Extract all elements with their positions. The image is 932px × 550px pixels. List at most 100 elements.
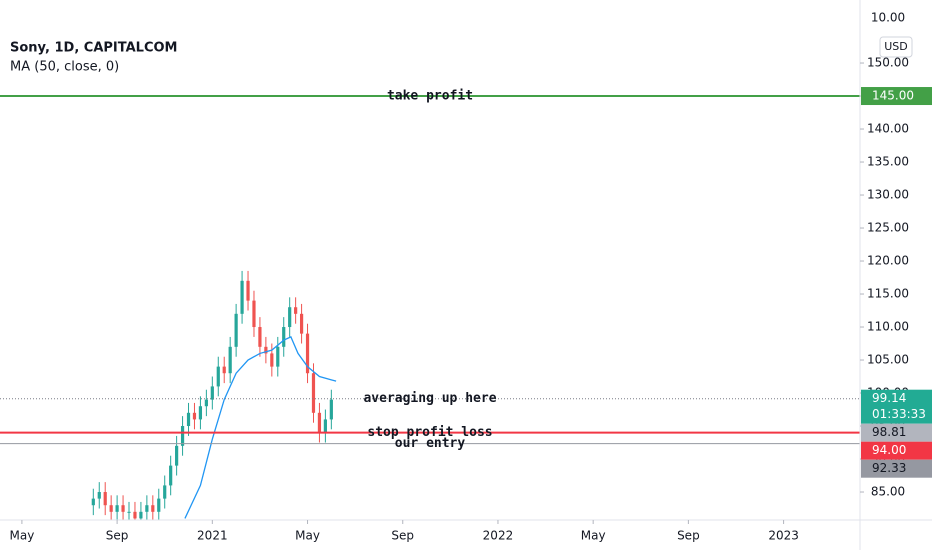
candle (282, 317, 286, 357)
candle (198, 396, 203, 430)
currency-box[interactable] (879, 36, 913, 58)
candle (258, 317, 262, 357)
candle (151, 495, 155, 520)
candle-body (115, 505, 119, 512)
price-label-box (861, 459, 932, 478)
candle (97, 482, 101, 509)
candle (246, 270, 250, 311)
axes: 85.0090.0095.00100.00105.00110.00115.001… (9, 56, 909, 543)
candle (222, 356, 226, 384)
y-tick-label: 150.00 (867, 56, 909, 70)
price-label: 98.81 (872, 425, 906, 439)
candle (234, 303, 238, 357)
y-tick-label: 125.00 (867, 221, 909, 235)
y-tick-label: 135.00 (867, 155, 909, 169)
x-tick-label: 2023 (768, 529, 799, 543)
candle (127, 501, 131, 520)
candle (115, 495, 119, 520)
candle-body (317, 412, 322, 433)
price-label-box (861, 441, 932, 460)
price-label-box (861, 389, 932, 424)
candle-body (139, 511, 143, 519)
currency[interactable]: USD (884, 40, 908, 53)
candle-body (192, 412, 197, 420)
candle-body (169, 465, 173, 486)
candle (139, 501, 143, 520)
x-tick-label: 2022 (483, 529, 514, 543)
price-label-box (861, 87, 932, 106)
candle (311, 363, 316, 423)
line-label: take profit (387, 89, 473, 104)
y-tick-label: 115.00 (867, 287, 909, 301)
candle-body (127, 511, 131, 513)
candle-body (246, 280, 250, 301)
candle (175, 435, 179, 476)
candle (252, 290, 256, 337)
x-tick-label: 2021 (197, 529, 228, 543)
line-label: our entry (395, 436, 466, 451)
ma-line (184, 336, 337, 519)
candle-body (175, 445, 179, 466)
candle (276, 336, 280, 377)
candle (294, 297, 298, 324)
candle (264, 336, 268, 364)
candle-body (186, 412, 191, 427)
candle-body (228, 346, 232, 374)
x-tick-label: May (9, 529, 34, 543)
candle-body (216, 366, 220, 387)
x-tick-label: May (581, 529, 606, 543)
candle (192, 402, 197, 430)
candle (186, 402, 191, 436)
candle-body (270, 353, 274, 367)
y-tick-label: 10.00 (871, 11, 905, 25)
candle-body (252, 300, 256, 328)
candle (299, 303, 304, 344)
candle-body (163, 485, 167, 499)
candle-body (198, 406, 203, 420)
x-tick-label: May (295, 529, 320, 543)
candle (145, 495, 149, 520)
candle (121, 495, 125, 520)
candle-body (103, 492, 107, 506)
countdown: 01:33:33 (872, 407, 926, 421)
candle-body (210, 386, 214, 400)
candle-body (222, 366, 226, 374)
price-label: 99.14 (872, 391, 906, 405)
y-tick-label: 130.00 (867, 188, 909, 202)
candle-body (276, 346, 280, 367)
chart-title: Sony, 1D, CAPITALCOM (10, 41, 177, 56)
line-label: stop profit loss (367, 425, 492, 440)
x-tick-label: Sep (106, 529, 129, 543)
candle (305, 323, 310, 384)
candle (103, 482, 107, 516)
candle (157, 488, 161, 520)
x-tick-label: Sep (677, 529, 700, 543)
y-tick-label: 110.00 (867, 320, 909, 334)
indicator-legend: MA (50, close, 0) (10, 60, 119, 75)
candle-body (305, 333, 310, 374)
candle (210, 376, 214, 410)
y-tick-label: 120.00 (867, 254, 909, 268)
candle-body (288, 307, 292, 328)
candle (329, 389, 333, 430)
candle-body (180, 426, 185, 446)
candle-body (133, 511, 137, 519)
candle-body (240, 280, 244, 314)
price-label-box (861, 423, 932, 442)
candle-body (311, 373, 316, 413)
candle-body (109, 505, 113, 512)
candle (169, 455, 173, 496)
price-label: 92.33 (872, 461, 906, 475)
candle-body (294, 307, 298, 314)
candle (109, 495, 113, 520)
candle-body (91, 498, 95, 506)
plot-area (0, 95, 860, 520)
line-label: averaging up here (363, 391, 496, 406)
y-tick-label: 85.00 (871, 485, 905, 499)
candle (228, 336, 232, 384)
candle (204, 389, 208, 417)
candle (180, 416, 185, 456)
candle (163, 475, 167, 509)
candle-body (145, 505, 149, 512)
